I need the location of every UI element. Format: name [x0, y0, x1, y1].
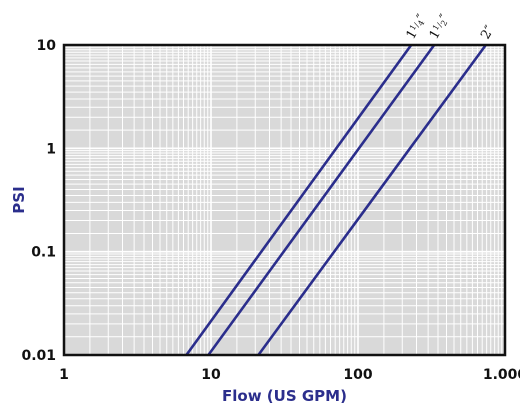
y-tick-labels: 0.01 0.1 1 10 [21, 38, 56, 364]
series-label-1: 11/2″ [427, 12, 453, 42]
x-tick-label: 1.000 [483, 367, 520, 383]
series-label-2: 2″ [478, 23, 498, 42]
plot-frame [62, 43, 507, 357]
y-tick-label: 10 [37, 38, 57, 54]
y-tick-label: 0.01 [21, 348, 56, 364]
x-tick-label: 1 [59, 367, 69, 383]
svg-text:11/2″: 11/2″ [427, 12, 453, 42]
series-lines [185, 44, 487, 356]
svg-text:2″: 2″ [478, 23, 498, 42]
series-labels: 11/4″11/2″ 2″ [404, 12, 498, 42]
x-axis-label: Flow (US GPM) [222, 387, 347, 405]
grid [64, 45, 505, 355]
y-axis-label: PSI [10, 186, 28, 213]
plot-area [64, 45, 505, 355]
y-tick-label: 0.1 [31, 245, 56, 261]
x-tick-labels: 1 10 100 1.000 [59, 367, 520, 383]
series-label-0: 11/4″ [404, 12, 430, 42]
x-tick-label: 10 [201, 367, 221, 383]
series-line-0 [185, 44, 413, 356]
series-line-2 [257, 44, 487, 356]
y-tick-label: 1 [46, 141, 56, 157]
x-tick-label: 100 [343, 367, 372, 383]
series-line-1 [207, 44, 436, 356]
svg-text:11/4″: 11/4″ [404, 12, 430, 42]
